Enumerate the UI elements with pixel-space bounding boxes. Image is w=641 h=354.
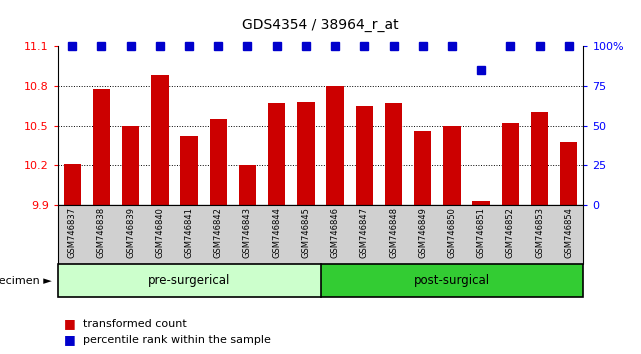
Text: pre-surgerical: pre-surgerical [148,274,230,287]
Text: GSM746844: GSM746844 [272,207,281,258]
Bar [297,102,315,205]
Bar [93,88,110,205]
Text: GSM746851: GSM746851 [477,207,486,258]
Bar [180,136,198,205]
Bar [238,166,256,205]
Text: transformed count: transformed count [83,319,187,329]
Text: GSM746847: GSM746847 [360,207,369,258]
Bar [385,103,403,205]
Bar [356,106,373,205]
Text: GDS4354 / 38964_r_at: GDS4354 / 38964_r_at [242,18,399,32]
Text: GSM746842: GSM746842 [214,207,223,258]
Text: ■: ■ [64,333,76,346]
Text: GSM746845: GSM746845 [301,207,310,258]
Bar [210,119,227,205]
Bar [560,142,578,205]
Bar [531,113,548,205]
Text: GSM746853: GSM746853 [535,207,544,258]
Bar [151,75,169,205]
Text: GSM746837: GSM746837 [68,207,77,258]
Text: GSM746839: GSM746839 [126,207,135,258]
Text: GSM746852: GSM746852 [506,207,515,258]
Bar [326,86,344,205]
Text: ■: ■ [64,318,76,330]
Text: GSM746838: GSM746838 [97,207,106,258]
Text: post-surgical: post-surgical [414,274,490,287]
Bar [472,201,490,205]
Bar [63,164,81,205]
Text: GSM746854: GSM746854 [564,207,573,258]
Text: specimen ►: specimen ► [0,275,51,286]
Text: GSM746850: GSM746850 [447,207,456,258]
Text: GSM746846: GSM746846 [331,207,340,258]
Bar [443,126,461,205]
Bar [501,123,519,205]
Text: GSM746849: GSM746849 [418,207,427,258]
Bar [268,103,285,205]
Text: GSM746840: GSM746840 [155,207,164,258]
Text: GSM746843: GSM746843 [243,207,252,258]
Text: percentile rank within the sample: percentile rank within the sample [83,335,271,345]
Bar [414,131,431,205]
Bar [122,126,140,205]
Text: GSM746848: GSM746848 [389,207,398,258]
Text: GSM746841: GSM746841 [185,207,194,258]
